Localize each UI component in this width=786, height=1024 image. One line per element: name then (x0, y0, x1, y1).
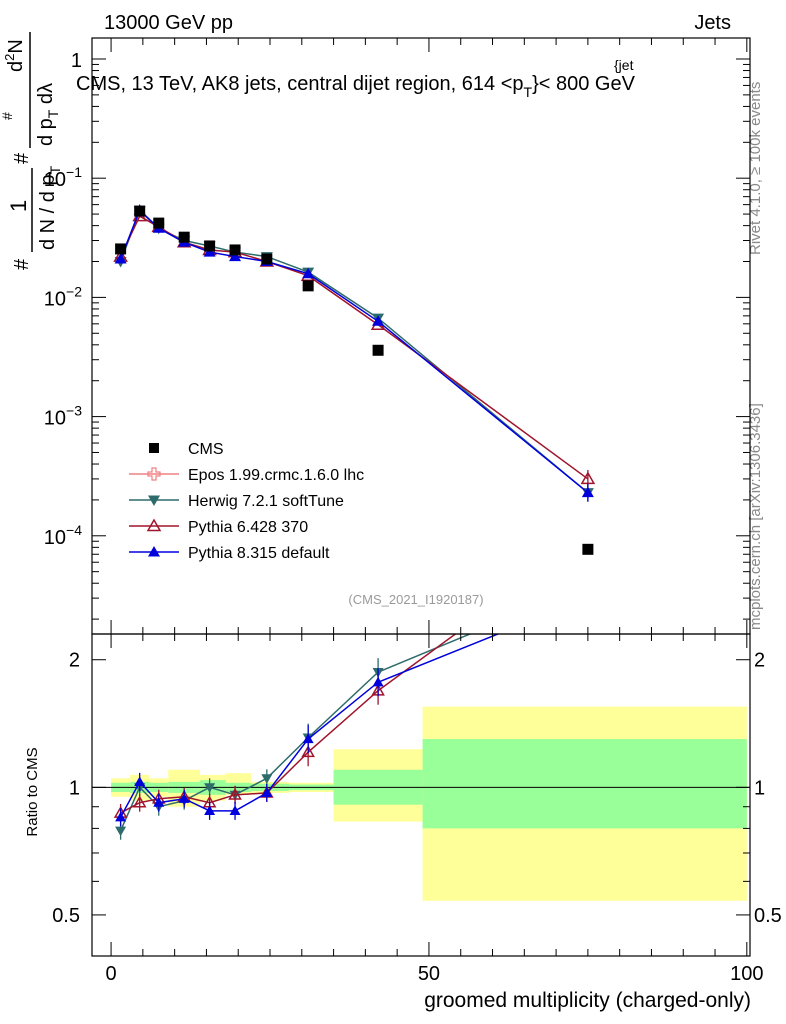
marker-triangle-up (372, 676, 384, 687)
ratio-y-tick-label-right: 0.5 (754, 905, 782, 927)
marker-triangle-up (372, 315, 385, 326)
x-tick-label: 50 (418, 963, 440, 985)
marker-triangle-up (148, 546, 160, 557)
y-tick-label: 10−3 (44, 403, 82, 430)
y-axis-label: # 1 d N / d pT # # d2N d pT dλ (0, 32, 63, 270)
ratio-line (119, 634, 500, 818)
marker-triangle-down (148, 495, 160, 506)
marker-triangle-up (302, 267, 315, 279)
y-tick-label: 10−1 (44, 164, 82, 191)
legend-label: Herwig 7.2.1 softTune (188, 493, 344, 510)
marker-triangle-down (261, 774, 273, 784)
series-line (119, 208, 589, 494)
cms-data-point (178, 231, 190, 243)
cms-data-point (582, 543, 594, 555)
plot-title: CMS, 13 TeV, AK8 jets, central dijet reg… (76, 73, 636, 100)
ratio-line (120, 634, 457, 814)
marker-triangle-up (229, 250, 242, 262)
main-data (113, 204, 596, 555)
uncertainty-band-inner (422, 739, 747, 829)
x-axis-label: groomed multiplicity (charged-only) (424, 989, 751, 1012)
legend-cms-marker (149, 443, 159, 453)
marker-triangle-up (204, 805, 216, 815)
marker-triangle-down (115, 826, 127, 837)
ratio-y-tick-label-left: 2 (69, 650, 80, 672)
cms-data-point (204, 240, 216, 252)
x-tick-label: 100 (730, 963, 763, 985)
marker-triangle-up (229, 805, 241, 815)
cms-data-point (372, 344, 384, 356)
y-tick-label: 10−2 (44, 283, 82, 310)
cms-data-point (229, 244, 241, 256)
ratio-y-tick-label-right: 1 (754, 777, 765, 799)
y-label-hash: # (11, 258, 33, 270)
marker-open-triangle (580, 471, 596, 485)
x-tick-label: 0 (106, 963, 117, 985)
ratio-line (119, 634, 472, 832)
series-pythia-3 (114, 204, 594, 502)
y-label-fraction-denominator: d pT dλ (35, 83, 61, 146)
axis-ticks (92, 38, 750, 957)
y-tick-label: 1 (71, 50, 82, 72)
header-jets: Jets (694, 12, 731, 34)
ratio-data (113, 634, 500, 840)
ratio-y-tick-label-left: 0.5 (52, 905, 80, 927)
series-herwig-1 (114, 206, 594, 502)
marker-triangle-up (178, 793, 190, 803)
y-label-denominator: d N / d pT (37, 165, 63, 250)
y-tick-label: 10−4 (44, 522, 82, 549)
marker-triangle-up (153, 797, 165, 807)
marker-open-cross (147, 467, 161, 481)
marker-open-triangle (228, 787, 242, 800)
y-label-hash-3: # (0, 112, 15, 120)
mcplots-label: mcplots.cern.ch [arXiv:1306.3436] (747, 403, 764, 630)
marker-open-triangle (301, 745, 315, 758)
marker-open-triangle (132, 795, 147, 808)
cms-data-point (302, 280, 314, 292)
plot-title-superscript: {jet (614, 57, 634, 73)
header-energy: 13000 GeV pp (104, 12, 233, 34)
ratio-panel (91, 633, 751, 957)
ratio-y-tick-label-left: 1 (69, 777, 80, 799)
ratio-y-axis-label: Ratio to CMS (24, 747, 41, 836)
cms-data-point (153, 217, 165, 229)
y-label-one: 1 (6, 200, 31, 212)
series-cms (115, 205, 594, 555)
tick-labels: 0 50 100 10−4 10−3 10−2 10−1 1 0.5 0.5 1 1 2 2 (44, 50, 782, 985)
main-panel (91, 37, 751, 635)
series-line (119, 215, 589, 480)
rivet-version-label: Rivet 4.1.0, ≥ 100k events (747, 82, 764, 255)
legend-label: Pythia 6.428 370 (188, 519, 308, 536)
marker-triangle-up (581, 486, 594, 498)
y-label-fraction-numerator: d2N (2, 39, 27, 72)
legend-cms-label: CMS (188, 441, 224, 458)
cms-data-point (134, 205, 146, 217)
marker-triangle-up (302, 733, 314, 744)
marker-triangle-up (134, 776, 146, 787)
ratio-y-tick-label-right: 2 (754, 650, 765, 672)
ratio-frame (91, 633, 751, 957)
marker-triangle-up (114, 252, 127, 264)
cms-data-point (261, 253, 273, 265)
legend-label: Pythia 8.315 default (188, 545, 330, 562)
y-label-hash-2: # (11, 152, 33, 164)
marker-triangle-up (261, 787, 273, 798)
analysis-id: (CMS_2021_I1920187) (348, 592, 483, 607)
marker-triangle-down (204, 783, 216, 793)
marker-open-triangle (146, 518, 162, 532)
legend-label: Epos 1.99.crmc.1.6.0 lhc (188, 467, 364, 484)
marker-triangle-up (115, 811, 127, 822)
cms-data-point (115, 243, 127, 255)
ratio-series-3 (115, 634, 500, 827)
series-pythia-2 (113, 208, 596, 488)
legend: CMS Epos 1.99.crmc.1.6.0 lhc Herwig 7.2.1 … (129, 441, 364, 562)
